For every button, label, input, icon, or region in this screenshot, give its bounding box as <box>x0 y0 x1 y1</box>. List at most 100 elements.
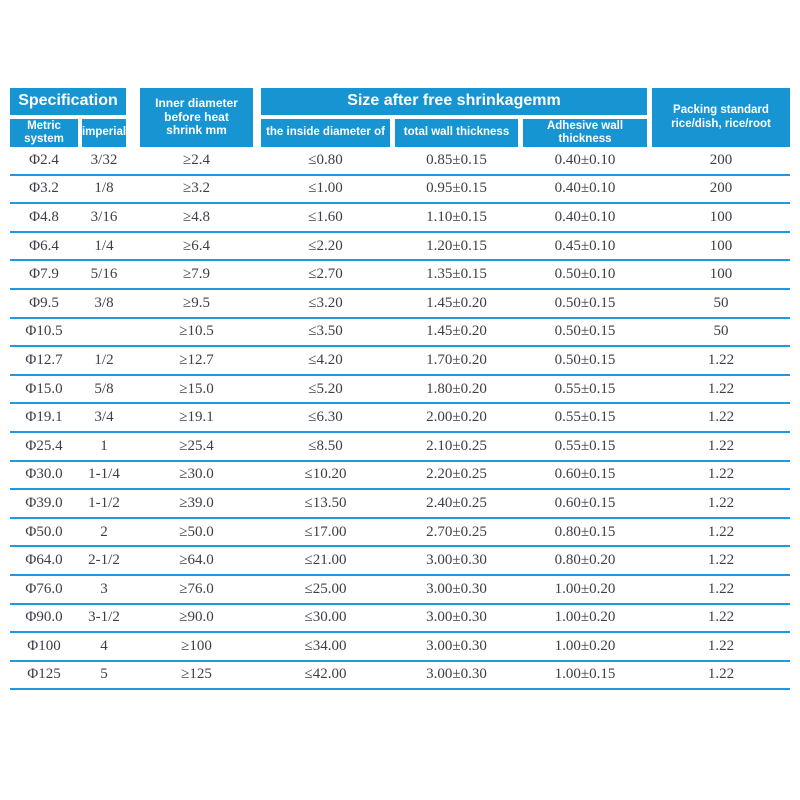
cell-imperial: 3 <box>100 580 108 597</box>
cell-total-wall-thickness: 2.40±0.25 <box>426 494 487 511</box>
cell-inside-diameter-after: ≤0.80 <box>308 151 343 168</box>
cell-imperial: 1/8 <box>94 180 114 197</box>
cell-inside-diameter-after: ≤17.00 <box>304 523 347 540</box>
cell-inner-diameter-before-shrink: ≥100 <box>181 637 212 654</box>
cell-metric-system: Φ64.0 <box>25 552 63 569</box>
cell-adhesive-wall-thickness: 0.80±0.15 <box>554 523 616 540</box>
cell-inside-diameter-after: ≤25.00 <box>304 580 347 597</box>
cell-metric-system: Φ90.0 <box>25 609 63 626</box>
cell-imperial: 3/8 <box>94 294 114 311</box>
cell-packing-standard: 1.22 <box>707 380 735 397</box>
cell-adhesive-wall-thickness: 0.60±0.15 <box>554 466 616 483</box>
cell-inner-diameter-before-shrink: ≥7.9 <box>183 266 210 283</box>
cell-metric-system: Φ30.0 <box>25 466 63 483</box>
cell-packing-standard: 100 <box>709 208 733 225</box>
cell-total-wall-thickness: 3.00±0.30 <box>426 580 487 597</box>
cell-adhesive-wall-thickness: 1.00±0.20 <box>554 580 616 597</box>
cell-total-wall-thickness: 3.00±0.30 <box>426 666 487 683</box>
header-inner-diameter-before-shrink: Inner diameter before heat shrink mm <box>140 88 253 147</box>
cell-metric-system: Φ125 <box>27 666 61 683</box>
cell-packing-standard: 1.22 <box>707 494 735 511</box>
cell-inner-diameter-before-shrink: ≥2.4 <box>183 151 210 168</box>
header-size-after-free-shrinkage: Size after free shrinkagemm <box>261 88 647 115</box>
header-total-wall-thickness: total wall thickness <box>395 119 518 147</box>
cell-inside-diameter-after: ≤21.00 <box>304 552 347 569</box>
cell-inside-diameter-after: ≤30.00 <box>304 609 347 626</box>
cell-imperial: 4 <box>100 637 108 654</box>
cell-inner-diameter-before-shrink: ≥4.8 <box>183 208 210 225</box>
cell-imperial: 3/16 <box>90 208 118 225</box>
cell-imperial: 3/32 <box>90 151 118 168</box>
cell-packing-standard: 1.22 <box>707 609 735 626</box>
cell-inner-diameter-before-shrink: ≥12.7 <box>179 351 214 368</box>
cell-inside-diameter-after: ≤6.30 <box>308 409 343 426</box>
cell-inside-diameter-after: ≤10.20 <box>304 466 347 483</box>
cell-total-wall-thickness: 1.80±0.20 <box>426 380 487 397</box>
header-adhesive-wall-thickness: Adhesive wall thickness <box>523 119 647 147</box>
cell-adhesive-wall-thickness: 0.40±0.10 <box>554 180 616 197</box>
cell-packing-standard: 1.22 <box>707 666 735 683</box>
table-row: Φ9.5 3/8 ≥9.5 ≤3.20 1.45±0.20 0.50±0.15 50 <box>10 290 790 319</box>
cell-total-wall-thickness: 1.45±0.20 <box>426 323 487 340</box>
table-row: Φ76.0 3 ≥76.0 ≤25.00 3.00±0.30 1.00±0.20 1.22 <box>10 576 790 605</box>
cell-adhesive-wall-thickness: 0.50±0.15 <box>554 323 616 340</box>
cell-adhesive-wall-thickness: 0.45±0.10 <box>554 237 616 254</box>
table-row: Φ4.8 3/16 ≥4.8 ≤1.60 1.10±0.15 0.40±0.10 100 <box>10 204 790 233</box>
cell-imperial: 3/4 <box>94 409 114 426</box>
cell-metric-system: Φ6.4 <box>29 237 59 254</box>
header-imperial: imperial <box>82 119 126 147</box>
cell-packing-standard: 1.22 <box>707 351 735 368</box>
table-row: Φ100 4 ≥100 ≤34.00 3.00±0.30 1.00±0.20 1.22 <box>10 633 790 662</box>
cell-adhesive-wall-thickness: 0.55±0.15 <box>554 437 616 454</box>
cell-packing-standard: 1.22 <box>707 409 735 426</box>
cell-inside-diameter-after: ≤3.50 <box>308 323 343 340</box>
header-metric-system: Metric system <box>10 119 78 147</box>
cell-packing-standard: 200 <box>709 151 733 168</box>
cell-adhesive-wall-thickness: 1.00±0.20 <box>554 609 616 626</box>
cell-packing-standard: 1.22 <box>707 523 735 540</box>
table-row: Φ64.0 2-1/2 ≥64.0 ≤21.00 3.00±0.30 0.80±0.20 1… <box>10 547 790 576</box>
cell-inside-diameter-after: ≤8.50 <box>308 437 343 454</box>
table-row: Φ7.9 5/16 ≥7.9 ≤2.70 1.35±0.15 0.50±0.10 100 <box>10 261 790 290</box>
cell-imperial <box>82 319 126 346</box>
table-row: Φ12.7 1/2 ≥12.7 ≤4.20 1.70±0.20 0.50±0.15 1.22 <box>10 347 790 376</box>
cell-total-wall-thickness: 1.20±0.15 <box>426 237 487 254</box>
cell-inside-diameter-after: ≤42.00 <box>304 666 347 683</box>
cell-inside-diameter-after: ≤2.20 <box>308 237 343 254</box>
cell-adhesive-wall-thickness: 0.50±0.15 <box>554 294 616 311</box>
cell-inside-diameter-after: ≤34.00 <box>304 637 347 654</box>
cell-imperial: 1 <box>100 437 108 454</box>
cell-inner-diameter-before-shrink: ≥10.5 <box>179 323 214 340</box>
cell-adhesive-wall-thickness: 0.50±0.10 <box>554 266 616 283</box>
cell-packing-standard: 1.22 <box>707 552 735 569</box>
cell-packing-standard: 50 <box>713 294 729 311</box>
cell-metric-system: Φ4.8 <box>29 208 59 225</box>
cell-packing-standard: 100 <box>709 237 733 254</box>
cell-total-wall-thickness: 1.70±0.20 <box>426 351 487 368</box>
cell-total-wall-thickness: 1.35±0.15 <box>426 266 487 283</box>
cell-imperial: 1-1/2 <box>88 494 120 511</box>
cell-imperial: 5/16 <box>90 266 118 283</box>
cell-metric-system: Φ19.1 <box>25 409 63 426</box>
cell-inner-diameter-before-shrink: ≥76.0 <box>179 580 214 597</box>
table-body: Φ2.4 3/32 ≥2.4 ≤0.80 0.85±0.15 0.40±0.10 200 Φ3… <box>10 147 790 691</box>
header-packing-standard: Packing standard rice/dish, rice/root <box>652 88 790 147</box>
heat-shrink-spec-table: Specification Metric system imperial Inn… <box>10 88 790 691</box>
cell-adhesive-wall-thickness: 1.00±0.20 <box>554 637 616 654</box>
cell-total-wall-thickness: 3.00±0.30 <box>426 637 487 654</box>
cell-packing-standard: 100 <box>709 266 733 283</box>
cell-adhesive-wall-thickness: 1.00±0.15 <box>554 666 616 683</box>
cell-packing-standard: 200 <box>709 180 733 197</box>
cell-imperial: 3-1/2 <box>88 609 120 626</box>
cell-metric-system: Φ39.0 <box>25 494 63 511</box>
cell-inside-diameter-after: ≤4.20 <box>308 351 343 368</box>
cell-metric-system: Φ15.0 <box>25 380 63 397</box>
cell-imperial: 5 <box>100 666 108 683</box>
table-row: Φ50.0 2 ≥50.0 ≤17.00 2.70±0.25 0.80±0.15 1.22 <box>10 519 790 548</box>
cell-total-wall-thickness: 2.10±0.25 <box>426 437 487 454</box>
cell-inside-diameter-after: ≤5.20 <box>308 380 343 397</box>
cell-inner-diameter-before-shrink: ≥64.0 <box>179 552 214 569</box>
table-row: Φ25.4 1 ≥25.4 ≤8.50 2.10±0.25 0.55±0.15 1.22 <box>10 433 790 462</box>
cell-packing-standard: 1.22 <box>707 580 735 597</box>
table-header: Specification Metric system imperial Inn… <box>10 88 790 147</box>
